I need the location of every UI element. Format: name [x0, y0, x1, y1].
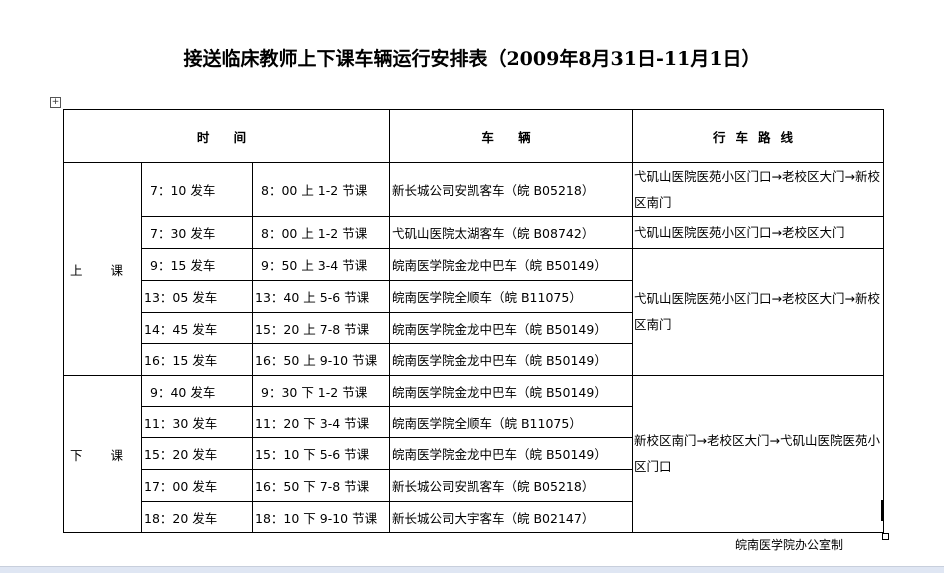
depart-time: 15：20 发车 [141, 437, 253, 470]
depart-time: 7：10 发车 [141, 162, 253, 217]
table-move-handle-icon[interactable]: + [50, 97, 61, 108]
route: 弋矶山医院医苑小区门口→老校区大门→新校区南门 [632, 162, 884, 217]
header-time: 时 间 [63, 109, 390, 163]
depart-time: 13：05 发车 [141, 280, 253, 313]
table-resize-handle[interactable] [882, 533, 889, 540]
depart-time: 9：15 发车 [141, 248, 253, 281]
depart-time: 9：40 发车 [141, 375, 253, 407]
text-cursor [881, 500, 884, 521]
vehicle: 皖南医学院金龙中巴车（皖 B50149） [389, 437, 633, 470]
route: 弋矶山医院医苑小区门口→老校区大门 [632, 216, 884, 249]
route: 新校区南门→老校区大门→弋矶山医院医苑小区门口 [632, 375, 884, 533]
depart-time: 14：45 发车 [141, 312, 253, 344]
vehicle: 皖南医学院金龙中巴车（皖 B50149） [389, 248, 633, 281]
class-time: 8：00 上 1-2 节课 [252, 216, 390, 249]
document-title: 接送临床教师上下课车辆运行安排表（2009年8月31日-11月1日） [183, 48, 761, 70]
schedule-table: 时 间 车 辆 行车路线 上 课 7：10 发车 8：00 上 1-2 节课 新… [63, 109, 884, 533]
class-time: 16：50 上 9-10 节课 [252, 343, 390, 376]
depart-time: 17：00 发车 [141, 469, 253, 502]
depart-time: 18：20 发车 [141, 501, 253, 533]
vehicle: 新长城公司大宇客车（皖 B02147） [389, 501, 633, 533]
vehicle: 皖南医学院金龙中巴车（皖 B50149） [389, 375, 633, 407]
vehicle: 皖南医学院金龙中巴车（皖 B50149） [389, 312, 633, 344]
vehicle: 皖南医学院金龙中巴车（皖 B50149） [389, 343, 633, 376]
header-route: 行车路线 [632, 109, 884, 163]
class-time: 9：50 上 3-4 节课 [252, 248, 390, 281]
vehicle: 新长城公司安凯客车（皖 B05218） [389, 469, 633, 502]
footer-note: 皖南医学院办公室制 [735, 538, 844, 552]
class-time: 18：10 下 9-10 节课 [252, 501, 390, 533]
class-time: 8：00 上 1-2 节课 [252, 162, 390, 217]
class-time: 13：40 上 5-6 节课 [252, 280, 390, 313]
class-time: 9：30 下 1-2 节课 [252, 375, 390, 407]
class-time: 16：50 下 7-8 节课 [252, 469, 390, 502]
status-bar [0, 566, 944, 573]
vehicle: 弋矶山医院太湖客车（皖 B08742） [389, 216, 633, 249]
depart-time: 7：30 发车 [141, 216, 253, 249]
depart-time: 11：30 发车 [141, 406, 253, 438]
section-up: 上 课 [63, 162, 142, 376]
class-time: 11：20 下 3-4 节课 [252, 406, 390, 438]
section-down: 下 课 [63, 375, 142, 533]
class-time: 15：20 上 7-8 节课 [252, 312, 390, 344]
vehicle: 皖南医学院全顺车（皖 B11075） [389, 280, 633, 313]
header-vehicle: 车 辆 [389, 109, 633, 163]
route: 弋矶山医院医苑小区门口→老校区大门→新校区南门 [632, 248, 884, 376]
vehicle: 皖南医学院全顺车（皖 B11075） [389, 406, 633, 438]
depart-time: 16：15 发车 [141, 343, 253, 376]
vehicle: 新长城公司安凯客车（皖 B05218） [389, 162, 633, 217]
class-time: 15：10 下 5-6 节课 [252, 437, 390, 470]
